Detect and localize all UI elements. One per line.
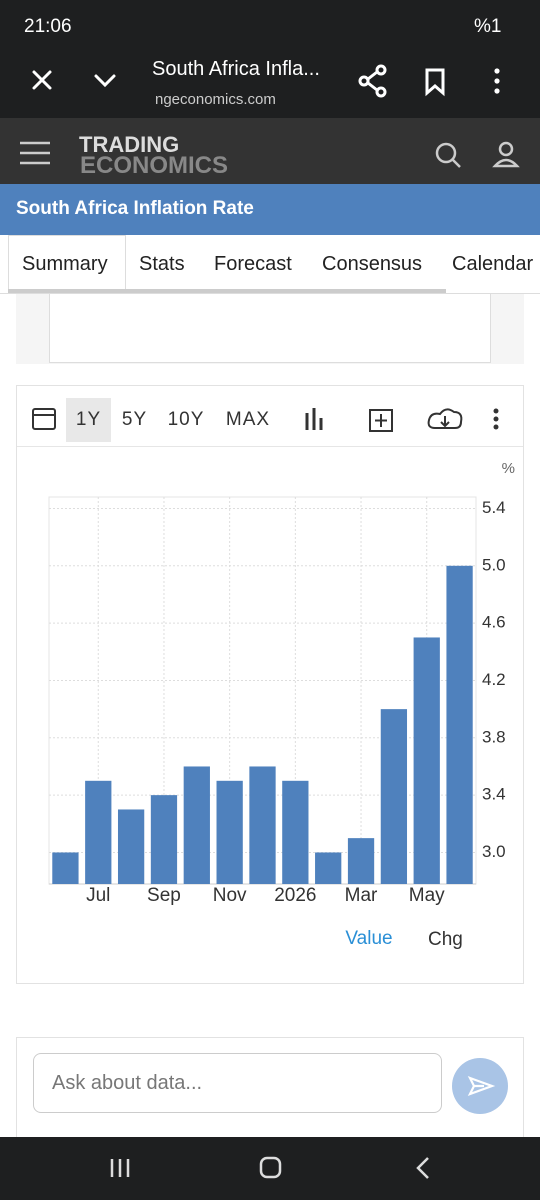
tab-scrollbar (8, 289, 446, 293)
bar[interactable] (380, 709, 408, 884)
x-tick-label: Nov (213, 885, 247, 906)
tab[interactable]: Summary (22, 253, 108, 275)
logo-top[interactable]: TRADING (79, 132, 180, 157)
account-icon[interactable] (492, 141, 520, 168)
y-tick-label: 4.2 (482, 670, 506, 689)
logo-bottom[interactable]: ECONOMICS (80, 152, 229, 179)
x-tick-label: Jul (86, 885, 110, 906)
x-tick-label: 2026 (274, 885, 316, 906)
add-icon[interactable] (369, 409, 393, 432)
send-button[interactable] (452, 1058, 508, 1114)
page-title-tab: South Africa Infla... (152, 58, 320, 80)
recents-button[interactable] (110, 1159, 130, 1177)
home-button[interactable] (259, 1156, 282, 1179)
bar[interactable] (52, 852, 79, 884)
bookmark-icon[interactable] (425, 68, 445, 97)
site-header-icons (20, 141, 520, 168)
expand-icon[interactable] (94, 74, 116, 88)
battery: %1 (474, 16, 502, 37)
bar[interactable] (216, 780, 243, 884)
y-tick-label: 3.0 (482, 842, 506, 861)
x-tick-label: May (409, 885, 445, 906)
hamburger-icon[interactable] (20, 141, 50, 165)
chart: % 3.0 3.4 3.8 4.2 4.6 5.0 5.4 Jul Sep Nov 2026 Mar M… (48, 460, 515, 949)
toolbar-divider (17, 446, 523, 447)
share-icon[interactable] (358, 64, 387, 98)
bar[interactable] (85, 780, 112, 884)
title-bar (0, 184, 540, 235)
y-tick-label: 4.6 (482, 613, 506, 632)
range-button[interactable]: MAX (225, 409, 271, 430)
bar[interactable] (413, 637, 440, 884)
download-icon[interactable] (427, 408, 463, 429)
chart-menu-icon[interactable] (493, 408, 499, 430)
range-button[interactable]: 1Y (75, 409, 102, 430)
ad-box (49, 294, 491, 363)
tab[interactable]: Consensus (322, 253, 423, 275)
unit-label: % (502, 460, 515, 477)
browser-icons (32, 64, 500, 98)
y-tick-label: 3.8 (482, 727, 506, 746)
bar[interactable] (282, 780, 309, 884)
bar[interactable] (347, 838, 375, 884)
nav-icons (110, 1156, 429, 1179)
search-icon[interactable] (435, 142, 461, 168)
clock: 21:06 (24, 16, 72, 37)
back-button[interactable] (416, 1157, 429, 1179)
x-tick-label: Sep (147, 885, 181, 906)
chat-input[interactable]: Ask about data... (33, 1053, 442, 1113)
bar[interactable] (315, 852, 342, 884)
browser-chrome (0, 0, 540, 118)
range-button[interactable]: 10Y (167, 409, 205, 430)
url[interactable]: ngeconomics.com (155, 91, 276, 108)
chat-placeholder: Ask about data... (52, 1072, 203, 1094)
y-tick-label: 3.4 (482, 785, 506, 804)
y-tick-label: 5.0 (482, 555, 506, 574)
bar[interactable] (249, 766, 276, 884)
calendar-icon[interactable] (32, 408, 56, 430)
chart-type-icon[interactable] (305, 408, 323, 430)
chart-card (16, 385, 524, 984)
bar[interactable] (117, 809, 145, 884)
bar[interactable] (446, 565, 473, 884)
nav-bar (0, 1137, 540, 1200)
close-icon[interactable] (32, 70, 52, 90)
active-tab-frame (8, 235, 126, 293)
page-heading: South Africa Inflation Rate (16, 198, 254, 219)
x-tick-label: Mar (345, 885, 378, 906)
y-tick-label: 5.4 (482, 498, 506, 517)
ad-area (16, 294, 524, 364)
bar[interactable] (183, 766, 210, 884)
bar[interactable] (150, 795, 178, 884)
menu-icon[interactable] (494, 68, 500, 94)
range-selected (66, 398, 111, 442)
site-header (0, 118, 540, 184)
tab[interactable]: Calendar (452, 253, 534, 275)
chart-toolbar-icons (32, 408, 499, 432)
chat-card (16, 1037, 524, 1138)
chg-toggle[interactable]: Chg (428, 929, 463, 950)
tab[interactable]: Forecast (214, 253, 292, 275)
range-button[interactable]: 5Y (121, 409, 148, 430)
tab-bar: Summary Stats Forecast Consensus Calendar (0, 235, 540, 294)
tab[interactable]: Stats (139, 253, 185, 275)
legend-item[interactable]: Value (345, 928, 392, 949)
